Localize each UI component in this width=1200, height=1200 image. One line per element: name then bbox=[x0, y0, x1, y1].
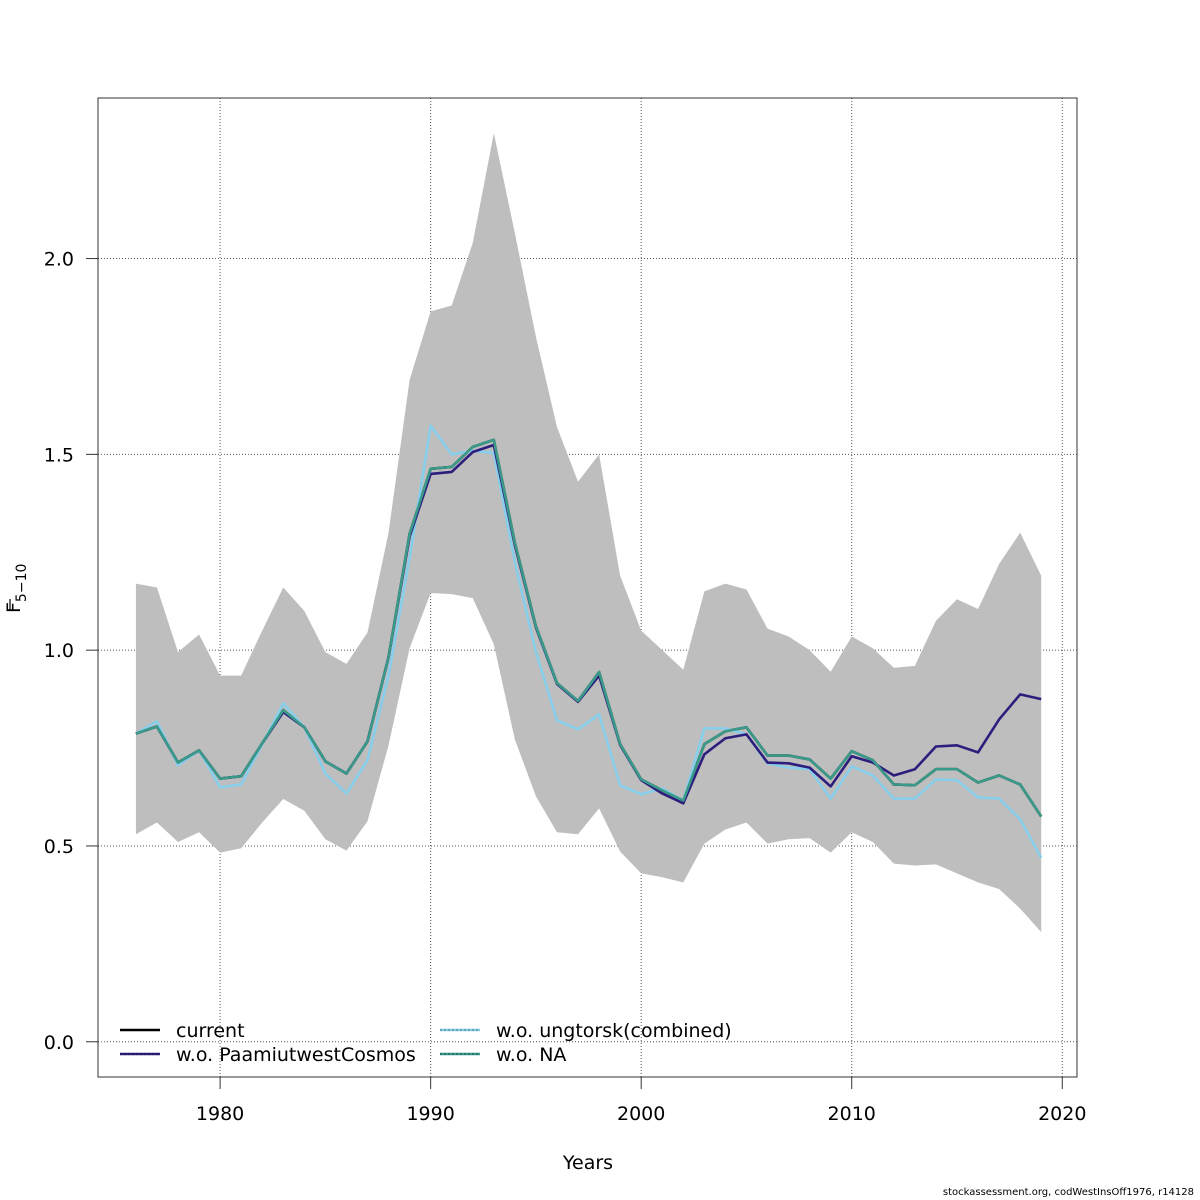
legend-label: w.o. NA bbox=[496, 1044, 566, 1066]
y-tick-label: 0.0 bbox=[44, 1032, 74, 1054]
confidence-band-group bbox=[135, 133, 1042, 933]
x-axis-label: Years bbox=[562, 1152, 613, 1174]
footer-credit: stockassessment.org, codWestInsOff1976, … bbox=[942, 1187, 1194, 1198]
legend-label: w.o. PaamiutwestCosmos bbox=[176, 1044, 416, 1066]
legend-label: current bbox=[176, 1020, 245, 1042]
x-tick-label: 2020 bbox=[1038, 1103, 1086, 1125]
x-axis: 1980 1990 2000 2010 2020 bbox=[196, 1076, 1086, 1125]
series-lines bbox=[135, 424, 1043, 859]
y-axis: 0.0 0.5 1.0 1.5 2.0 bbox=[44, 249, 99, 1054]
y-tick-label: 2.0 bbox=[44, 249, 74, 271]
x-tick-label: 2000 bbox=[617, 1103, 665, 1125]
confidence-band bbox=[135, 133, 1042, 933]
y-tick-label: 0.5 bbox=[44, 836, 74, 858]
legend-item: w.o. PaamiutwestCosmos bbox=[120, 1044, 416, 1066]
legend-label: w.o. ungtorsk(combined) bbox=[496, 1020, 732, 1042]
series-line-w-o-ungtorsk-combined bbox=[135, 424, 1043, 859]
legend-item: current bbox=[120, 1020, 245, 1042]
x-tick-label: 1980 bbox=[196, 1103, 244, 1125]
svg-text:F5−10: F5−10 bbox=[3, 564, 30, 613]
series-line-w-o-na bbox=[135, 438, 1043, 818]
x-tick-label: 2010 bbox=[828, 1103, 876, 1125]
y-axis-label-main: F bbox=[3, 602, 25, 613]
x-tick-label: 1990 bbox=[406, 1103, 454, 1125]
legend-item: w.o. ungtorsk(combined) bbox=[440, 1020, 732, 1042]
y-axis-label-subscript: 5−10 bbox=[14, 564, 30, 602]
legend-item: w.o. NA bbox=[440, 1044, 566, 1066]
y-tick-label: 1.5 bbox=[44, 444, 74, 466]
y-tick-label: 1.0 bbox=[44, 640, 74, 662]
y-axis-label: F5−10 bbox=[3, 564, 30, 613]
